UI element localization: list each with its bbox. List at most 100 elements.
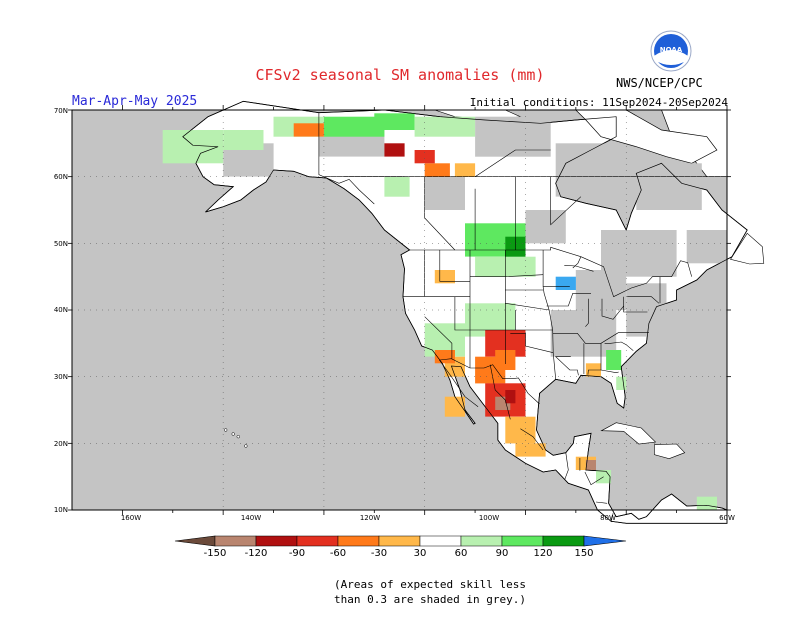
colorbar-label: -30 (370, 548, 388, 559)
colorbar-label: -60 (329, 548, 347, 559)
anomaly-cell (555, 143, 607, 197)
political-border (595, 501, 608, 504)
anomaly-cell (505, 416, 536, 444)
cuba-land (600, 422, 657, 445)
political-border (409, 246, 692, 298)
political-border (600, 369, 619, 374)
colorbar-right-arrow (583, 535, 627, 547)
anomaly-cell (414, 150, 435, 164)
lon-label-120w: 120W (359, 514, 381, 522)
anomaly-cell (475, 116, 551, 157)
anomaly-cell (223, 130, 264, 150)
political-border (564, 265, 594, 272)
coastline (182, 100, 748, 524)
anomaly-cell (384, 176, 410, 197)
colorbar-label: -90 (288, 548, 306, 559)
political-border (318, 112, 375, 205)
colorbar-label: -120 (244, 548, 268, 559)
colorbar-label: 90 (495, 548, 509, 559)
political-border (470, 274, 544, 277)
hispaniola-land (654, 443, 686, 460)
anomaly-cell (601, 230, 677, 277)
anomaly-cell (475, 356, 506, 384)
lon-label-60w: 60W (719, 514, 735, 522)
anomaly-cell (505, 390, 516, 404)
political-border (439, 359, 479, 407)
skill-note-line1: (Areas of expected skill less (333, 578, 527, 591)
map-title: CFSv2 seasonal SM anomalies (mm) (255, 66, 545, 84)
political-border (564, 452, 569, 480)
anomaly-cell (444, 396, 465, 417)
political-border (520, 428, 544, 451)
lon-label-80w: 80W (600, 514, 616, 522)
colorbar-segment (296, 535, 339, 547)
colorbar-label: 60 (454, 548, 468, 559)
anomaly-cell (414, 116, 476, 137)
colorbar-segment (378, 535, 421, 547)
political-border (585, 298, 589, 327)
political-border (572, 256, 582, 269)
political-border (601, 298, 624, 320)
colorbar-label: 30 (413, 548, 427, 559)
political-border (550, 176, 582, 226)
logo-text: NOAA (660, 46, 683, 54)
colorbar-segment (214, 535, 257, 547)
political-border (546, 293, 591, 307)
political-border (584, 471, 604, 486)
anomaly-cell (686, 230, 727, 264)
anomaly-cell (585, 460, 596, 470)
anomaly-cell (696, 496, 717, 510)
lat-label-10: 10N (53, 506, 68, 514)
anomaly-cell (515, 443, 546, 457)
anomaly-cell (424, 163, 450, 177)
anomaly-cell (424, 176, 465, 210)
political-border (474, 149, 551, 177)
anomaly-cell (454, 163, 476, 177)
anomaly-cell (323, 116, 385, 137)
colorbar-label: 120 (533, 548, 553, 559)
anomaly-cell (606, 350, 622, 370)
colorbar-segment (501, 535, 544, 547)
colorbar-label: -150 (203, 548, 227, 559)
political-border (510, 333, 554, 353)
colorbar-segment (337, 535, 380, 547)
colorbar-left-arrow (174, 535, 216, 547)
anomaly-cell (384, 143, 405, 157)
political-border (552, 332, 649, 344)
political-border (610, 513, 614, 523)
newfoundland-land (730, 232, 765, 265)
anomaly-cell (555, 276, 576, 290)
political-border (489, 364, 511, 420)
political-border (505, 303, 550, 311)
colorbar-label: 150 (574, 548, 594, 559)
political-border (439, 250, 470, 282)
political-border (627, 296, 660, 304)
lon-label-140w: 140W (240, 514, 262, 522)
initial-conditions: Initial conditions: 11Sep2024-20Sep2024 (469, 96, 728, 109)
political-border (454, 296, 553, 331)
colorbar-segment (542, 535, 585, 547)
political-border (439, 358, 540, 405)
colorbar-segment (255, 535, 298, 547)
lat-label-40: 40N (53, 306, 68, 314)
political-border (587, 343, 602, 375)
hawaii-island (231, 432, 235, 436)
lat-label-30: 30N (53, 373, 68, 381)
skill-note-line2: than 0.3 are shaded in grey.) (333, 593, 527, 606)
hawaii-island (224, 428, 228, 432)
anomaly-cell (525, 210, 566, 244)
lat-label-60: 60N (53, 173, 68, 181)
anomaly-cell (293, 123, 324, 137)
anomaly-cell (575, 270, 627, 310)
lat-label-70: 70N (53, 107, 68, 115)
noaa-logo: NOAA (650, 30, 692, 72)
anomaly-cell (374, 113, 415, 130)
anomaly-cell (616, 376, 627, 390)
political-border (554, 356, 579, 376)
lon-label-100w: 100W (478, 514, 500, 522)
political-border (623, 296, 648, 313)
political-border (424, 316, 453, 359)
hawaii-island (244, 444, 248, 448)
agency-label: NWS/NCEP/CPC (616, 76, 703, 90)
